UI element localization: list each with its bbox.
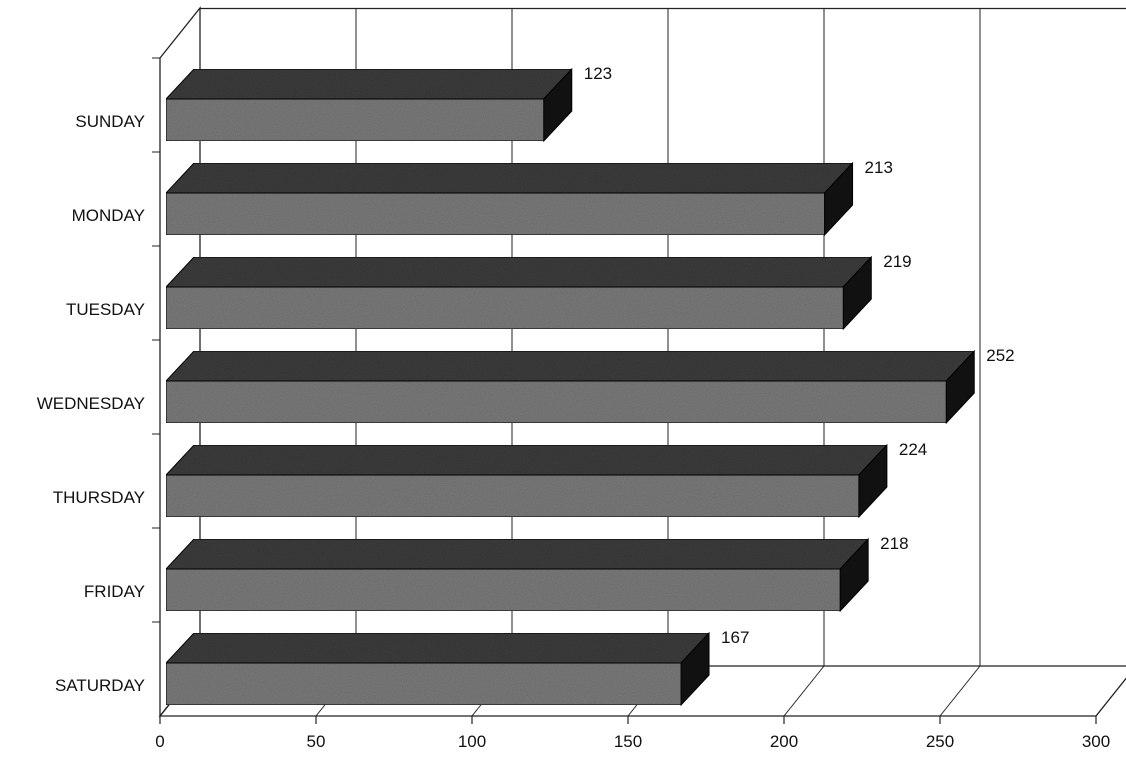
data-label: 213 bbox=[865, 158, 893, 177]
x-tick-label: 300 bbox=[1082, 732, 1110, 751]
floor-gridline bbox=[783, 665, 825, 717]
bar-wednesday bbox=[165, 380, 947, 424]
x-tick-label: 50 bbox=[307, 732, 326, 751]
x-tick-label: 0 bbox=[155, 732, 164, 751]
data-label: 123 bbox=[584, 64, 612, 83]
bar-friday bbox=[165, 568, 841, 612]
y-tick-label: THURSDAY bbox=[53, 488, 145, 507]
y-tick-label: FRIDAY bbox=[84, 582, 145, 601]
bar-sunday bbox=[165, 98, 545, 142]
labels: 0 50 100 150 200 250 300 SUNDAY 123 MONDAY 213 TUES… bbox=[37, 64, 1111, 751]
bars bbox=[164, 67, 976, 707]
data-label: 167 bbox=[721, 628, 749, 647]
data-label: 219 bbox=[883, 252, 911, 271]
x-tick-label: 100 bbox=[458, 732, 486, 751]
y-tick-label: WEDNESDAY bbox=[37, 394, 145, 413]
bar-top-monday bbox=[164, 162, 854, 194]
data-label: 224 bbox=[899, 440, 927, 459]
bar-top-friday bbox=[164, 538, 870, 570]
bar-tuesday bbox=[165, 286, 844, 330]
data-label: 218 bbox=[880, 534, 908, 553]
bar-thursday bbox=[165, 474, 860, 518]
floor-gridline bbox=[939, 665, 981, 717]
bar-top-thursday bbox=[164, 444, 889, 476]
bar-top-wednesday bbox=[164, 350, 976, 382]
x-tick-label: 150 bbox=[614, 732, 642, 751]
data-label: 252 bbox=[986, 346, 1014, 365]
bar-top-saturday bbox=[164, 632, 711, 664]
bar-saturday bbox=[165, 662, 682, 706]
floor-gridline bbox=[1095, 677, 1126, 717]
y-tick-label: SUNDAY bbox=[75, 112, 145, 131]
y-tick-label: SATURDAY bbox=[55, 676, 145, 695]
y-tick-label: MONDAY bbox=[72, 206, 145, 225]
y-tick-label: TUESDAY bbox=[66, 300, 145, 319]
bar-top-sunday bbox=[164, 68, 573, 100]
x-tick-label: 200 bbox=[770, 732, 798, 751]
x-tick-label: 250 bbox=[926, 732, 954, 751]
bar-top-tuesday bbox=[164, 256, 873, 288]
bar-monday bbox=[165, 192, 826, 236]
